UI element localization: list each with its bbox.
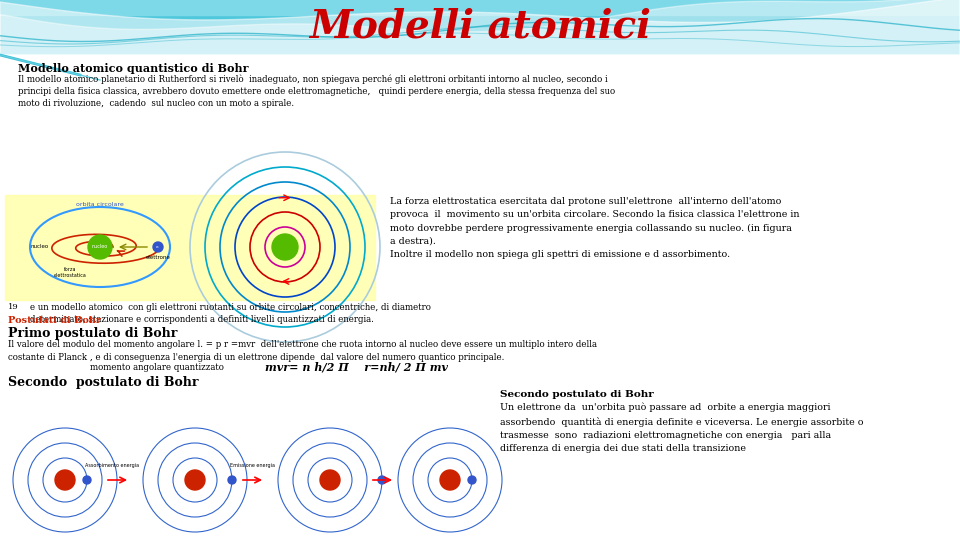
Text: elettrone: elettrone: [146, 255, 171, 260]
Circle shape: [320, 470, 340, 490]
Text: nucleo: nucleo: [92, 245, 108, 249]
Text: e-: e-: [156, 245, 160, 249]
Circle shape: [55, 470, 75, 490]
Text: Emissione energia: Emissione energia: [229, 463, 275, 468]
Text: mvr= n h/2 Π    r=nh/ 2 Π mv: mvr= n h/2 Π r=nh/ 2 Π mv: [265, 361, 448, 372]
Text: Postulati di Bohr: Postulati di Bohr: [8, 316, 101, 325]
Text: nucleo: nucleo: [31, 245, 49, 249]
Bar: [0, 0, 960, 55]
Text: e un modello atomico  con gli elettroni ruotanti su orbite circolari, concentric: e un modello atomico con gli elettroni r…: [30, 303, 431, 324]
Circle shape: [272, 234, 298, 260]
Bar: [0, 0, 960, 15]
Text: Primo postulato di Bohr: Primo postulato di Bohr: [8, 327, 178, 340]
Text: Secondo  postulato di Bohr: Secondo postulato di Bohr: [8, 376, 199, 389]
Polygon shape: [0, 0, 960, 55]
Text: momento angolare quantizzato: momento angolare quantizzato: [90, 363, 224, 372]
Text: Modelli atomici: Modelli atomici: [309, 8, 651, 46]
Text: 19: 19: [8, 303, 19, 311]
Bar: [5, 195, 375, 300]
Circle shape: [468, 476, 476, 484]
Text: Assorbimento energia: Assorbimento energia: [84, 463, 139, 468]
Bar: [0, 55, 960, 540]
Circle shape: [153, 242, 163, 252]
Text: Il valore del modulo del momento angolare l. = p r =mvr  dell'elettrone che ruot: Il valore del modulo del momento angolar…: [8, 340, 597, 361]
Circle shape: [185, 470, 205, 490]
Circle shape: [83, 476, 91, 484]
Text: Il modello atomico planetario di Rutherford si rivelò  inadeguato, non spiegava : Il modello atomico planetario di Rutherf…: [18, 74, 615, 109]
Polygon shape: [0, 0, 960, 55]
Circle shape: [228, 476, 236, 484]
Text: Secondo postulato di Bohr: Secondo postulato di Bohr: [500, 390, 654, 399]
Text: La forza elettrostatica esercitata dal protone sull'elettrone  all'interno dell': La forza elettrostatica esercitata dal p…: [390, 197, 800, 259]
Text: orbita circolare: orbita circolare: [76, 201, 124, 206]
Text: Modello atomico quantistico di Bohr: Modello atomico quantistico di Bohr: [18, 63, 249, 74]
Circle shape: [378, 476, 386, 484]
Text: Un elettrone da  un'orbita può passare ad  orbite a energia maggiori
assorbendo : Un elettrone da un'orbita può passare ad…: [500, 403, 863, 454]
Circle shape: [88, 235, 112, 259]
Circle shape: [440, 470, 460, 490]
Text: forza
elettrostatica: forza elettrostatica: [54, 267, 86, 278]
